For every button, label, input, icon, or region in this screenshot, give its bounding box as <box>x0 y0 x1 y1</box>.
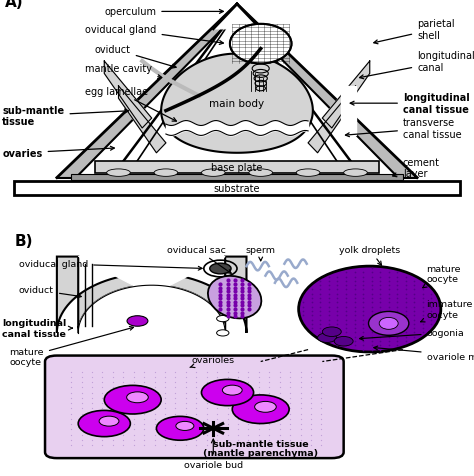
Bar <box>14 182 460 196</box>
Polygon shape <box>308 87 356 153</box>
Circle shape <box>156 416 204 440</box>
Ellipse shape <box>201 169 225 177</box>
Text: parietal
shell: parietal shell <box>374 19 455 45</box>
Text: ovarioles: ovarioles <box>190 355 235 368</box>
Circle shape <box>222 386 242 395</box>
Ellipse shape <box>210 264 231 274</box>
Circle shape <box>322 327 341 337</box>
Circle shape <box>127 392 148 403</box>
Text: main body: main body <box>210 99 264 109</box>
Circle shape <box>318 333 337 343</box>
Ellipse shape <box>296 169 320 177</box>
Ellipse shape <box>208 276 261 319</box>
Polygon shape <box>78 257 225 333</box>
Text: longitudinal
canal: longitudinal canal <box>360 51 474 79</box>
Circle shape <box>217 316 229 322</box>
Polygon shape <box>57 5 237 178</box>
Bar <box>71 175 403 181</box>
Text: ovaries: ovaries <box>2 147 114 159</box>
Text: A): A) <box>5 0 23 10</box>
Text: immature
oocyte: immature oocyte <box>421 300 473 322</box>
Polygon shape <box>322 62 370 129</box>
Text: ovariole bud: ovariole bud <box>184 439 243 468</box>
Text: oviducal gland: oviducal gland <box>85 25 223 45</box>
Circle shape <box>176 422 194 430</box>
Ellipse shape <box>249 169 273 177</box>
Bar <box>95 162 379 173</box>
Polygon shape <box>237 5 417 178</box>
Circle shape <box>78 410 130 437</box>
Text: ovariole membrane: ovariole membrane <box>374 347 474 361</box>
Text: cement
layer: cement layer <box>392 158 440 179</box>
Text: mantle cavity: mantle cavity <box>85 64 162 79</box>
Circle shape <box>217 302 229 308</box>
Circle shape <box>334 337 353 347</box>
Ellipse shape <box>344 169 367 177</box>
Ellipse shape <box>299 267 441 352</box>
Circle shape <box>232 395 289 424</box>
Circle shape <box>255 402 276 412</box>
Text: (mantle parenchyma): (mantle parenchyma) <box>203 448 318 456</box>
Text: operculum: operculum <box>104 8 223 17</box>
Text: longitudinal
canal tissue: longitudinal canal tissue <box>2 319 73 338</box>
Text: transverse
canal tissue: transverse canal tissue <box>346 118 462 139</box>
Polygon shape <box>161 54 313 153</box>
Text: sub-mantle tissue: sub-mantle tissue <box>213 439 309 448</box>
Text: base plate: base plate <box>211 163 263 173</box>
Text: mature
oocyte: mature oocyte <box>423 264 461 288</box>
Polygon shape <box>118 87 166 153</box>
Text: oviduct: oviduct <box>95 45 176 69</box>
Polygon shape <box>341 87 356 136</box>
Polygon shape <box>213 5 261 30</box>
Text: oogonia: oogonia <box>360 329 465 340</box>
Circle shape <box>127 316 148 327</box>
Circle shape <box>99 416 119 426</box>
Text: oviducal sac: oviducal sac <box>167 246 231 274</box>
Text: oviduct: oviduct <box>19 286 81 298</box>
Ellipse shape <box>379 318 398 329</box>
Text: yolk droplets: yolk droplets <box>339 246 401 266</box>
Circle shape <box>104 386 161 414</box>
Text: substrate: substrate <box>214 184 260 194</box>
Circle shape <box>201 380 254 406</box>
FancyBboxPatch shape <box>45 356 344 458</box>
Polygon shape <box>104 62 152 129</box>
Text: mature
oocyte: mature oocyte <box>9 327 134 367</box>
Ellipse shape <box>154 169 178 177</box>
Text: B): B) <box>14 233 33 248</box>
Ellipse shape <box>369 312 409 336</box>
Ellipse shape <box>230 25 292 64</box>
Text: egg lamellae: egg lamellae <box>85 87 176 122</box>
Text: sperm: sperm <box>246 246 276 261</box>
Text: oviducal gland: oviducal gland <box>19 260 202 270</box>
Circle shape <box>217 330 229 336</box>
Ellipse shape <box>107 169 130 177</box>
Text: longitudinal
canal tissue: longitudinal canal tissue <box>350 93 470 115</box>
Text: sub-mantle
tissue: sub-mantle tissue <box>2 106 128 127</box>
Polygon shape <box>57 257 246 333</box>
Circle shape <box>217 288 229 293</box>
